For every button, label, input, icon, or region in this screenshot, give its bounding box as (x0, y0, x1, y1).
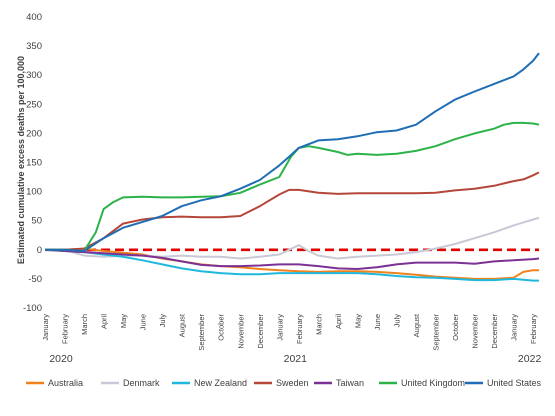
x-tick-label: November (471, 314, 480, 349)
y-tick-label: 0 (37, 245, 42, 256)
x-tick-label: October (217, 314, 226, 341)
x-tick-label: September (197, 313, 206, 350)
year-label: 2022 (518, 353, 542, 365)
y-tick-label: 150 (26, 158, 42, 169)
x-tick-label: January (275, 314, 284, 341)
year-label: 2021 (284, 353, 308, 365)
series-lines (44, 52, 540, 282)
legend-label: United Kingdom (401, 378, 465, 388)
y-tick-label: 200 (26, 128, 42, 139)
y-tick-label: 300 (26, 70, 42, 81)
x-tick-label: April (334, 314, 343, 329)
x-tick-label: December (256, 314, 265, 349)
legend-label: Taiwan (336, 378, 364, 388)
x-tick-label: November (236, 314, 245, 349)
y-axis-ticks: -100 -50 0 50 100 150 200 250 300 350 400 (23, 12, 42, 314)
legend: Australia Denmark New Zealand Sweden Taiwan U… (26, 378, 542, 388)
x-tick-label: February (529, 314, 538, 344)
x-tick-label: May (119, 314, 128, 328)
legend-label: Australia (48, 378, 83, 388)
x-tick-label: May (353, 314, 362, 328)
x-tick-label: December (490, 314, 499, 349)
x-tick-label: July (158, 314, 167, 328)
x-tick-label: February (295, 314, 304, 344)
legend-label: New Zealand (194, 378, 247, 388)
x-axis: January February March April May June July Augu… (41, 313, 541, 365)
series-line-united-states (45, 52, 540, 252)
x-tick-label: February (61, 314, 70, 344)
x-tick-label: April (100, 314, 109, 329)
x-tick-label: January (41, 314, 50, 341)
legend-label: Sweden (276, 378, 309, 388)
year-label: 2020 (49, 353, 73, 365)
x-tick-label: March (80, 314, 89, 335)
x-tick-label: June (139, 314, 148, 330)
y-axis-label: Estimated cumulative excess deaths per 1… (16, 56, 26, 264)
x-tick-label: June (373, 314, 382, 330)
y-tick-label: 350 (26, 41, 42, 52)
y-tick-label: 50 (31, 216, 42, 227)
series-line-united-kingdom (45, 121, 540, 252)
y-tick-label: 100 (26, 187, 42, 198)
x-tick-label: August (178, 313, 187, 337)
x-tick-label: March (314, 314, 323, 335)
x-tick-label: September (432, 313, 441, 350)
x-tick-label: August (412, 313, 421, 337)
series-line-taiwan (44, 248, 540, 270)
legend-label: Denmark (123, 378, 160, 388)
y-tick-label: -50 (28, 274, 42, 285)
x-tick-label: October (451, 314, 460, 341)
legend-label: United States (487, 378, 542, 388)
series-line-australia (45, 247, 539, 280)
series-line-sweden (45, 171, 540, 251)
y-tick-label: 250 (26, 99, 42, 110)
y-tick-label: 400 (26, 12, 42, 23)
x-tick-label: July (392, 314, 401, 328)
series-line-new-zealand (44, 248, 539, 282)
y-tick-label: -100 (23, 303, 42, 314)
x-tick-label: January (510, 314, 519, 341)
